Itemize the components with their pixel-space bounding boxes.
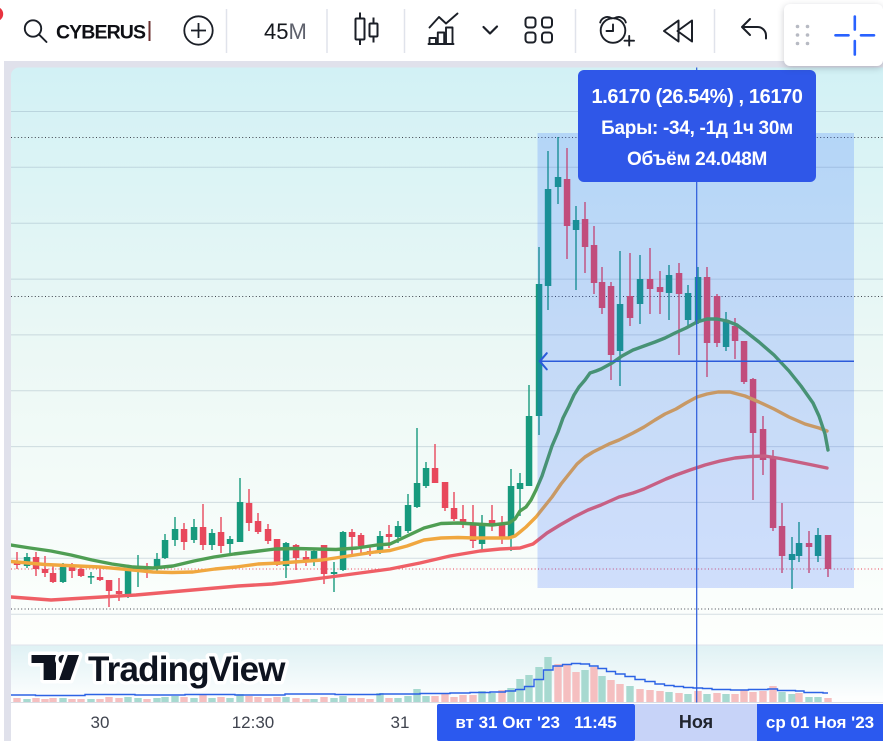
svg-text:Объём 24.048M: Объём 24.048M <box>627 149 767 170</box>
svg-text:ср 01 Ноя '23: ср 01 Ноя '23 <box>766 713 874 732</box>
svg-text:вт 31 Окт '23 11:45: вт 31 Окт '23 11:45 <box>455 713 616 732</box>
svg-text:Ноя: Ноя <box>679 712 713 732</box>
svg-text:TradingView: TradingView <box>88 650 286 689</box>
svg-text:Бары: -34, -1д 1ч 30м: Бары: -34, -1д 1ч 30м <box>601 118 793 139</box>
svg-text:12:30: 12:30 <box>232 713 275 732</box>
svg-text:CYBERUS: CYBERUS <box>56 22 146 44</box>
svg-text:31: 31 <box>391 713 410 732</box>
svg-text:1.6170 (26.54%) , 16170: 1.6170 (26.54%) , 16170 <box>592 86 803 108</box>
svg-text:30: 30 <box>91 713 110 732</box>
svg-text:45М: 45М <box>264 19 307 44</box>
